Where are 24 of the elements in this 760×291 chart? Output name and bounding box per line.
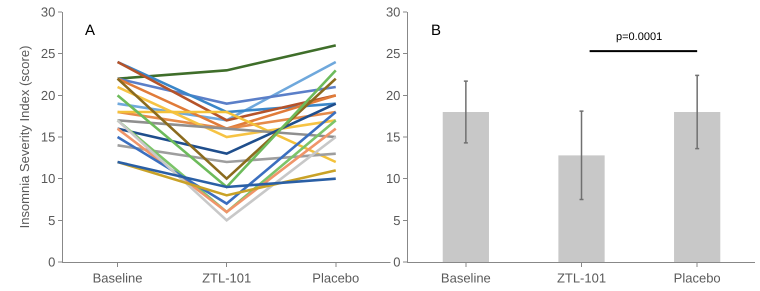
y-tick-label: 15 [386,130,400,145]
y-tick-label: 10 [40,171,56,186]
annotation: B [431,22,442,39]
x-tick-label: ZTL-101 [556,270,606,286]
annotation: A [85,22,96,39]
y-tick-label: 20 [386,88,400,103]
y-tick-label: 20 [40,88,56,103]
y-tick-label: 25 [386,46,400,62]
x-tick-label: Placebo [312,270,360,286]
y-tick-label: 30 [40,4,56,20]
y-tick-label: 0 [48,254,56,270]
y-axis-title: Insomnia Severity Index (score) [16,46,32,228]
y-tick-label: 5 [48,212,56,228]
x-tick-label: Placebo [674,270,721,286]
y-tick-label: 5 [393,212,400,228]
annotation: p=0.0001 [616,31,662,43]
y-tick-label: 30 [386,4,400,20]
y-tick-label: 0 [393,254,400,270]
y-tick-label: 25 [40,46,56,62]
x-tick-label: Baseline [440,270,491,286]
y-tick-label: 10 [386,171,400,186]
x-tick-label: ZTL-101 [202,270,252,286]
x-tick-label: Baseline [92,270,142,286]
y-tick-label: 15 [40,130,56,145]
